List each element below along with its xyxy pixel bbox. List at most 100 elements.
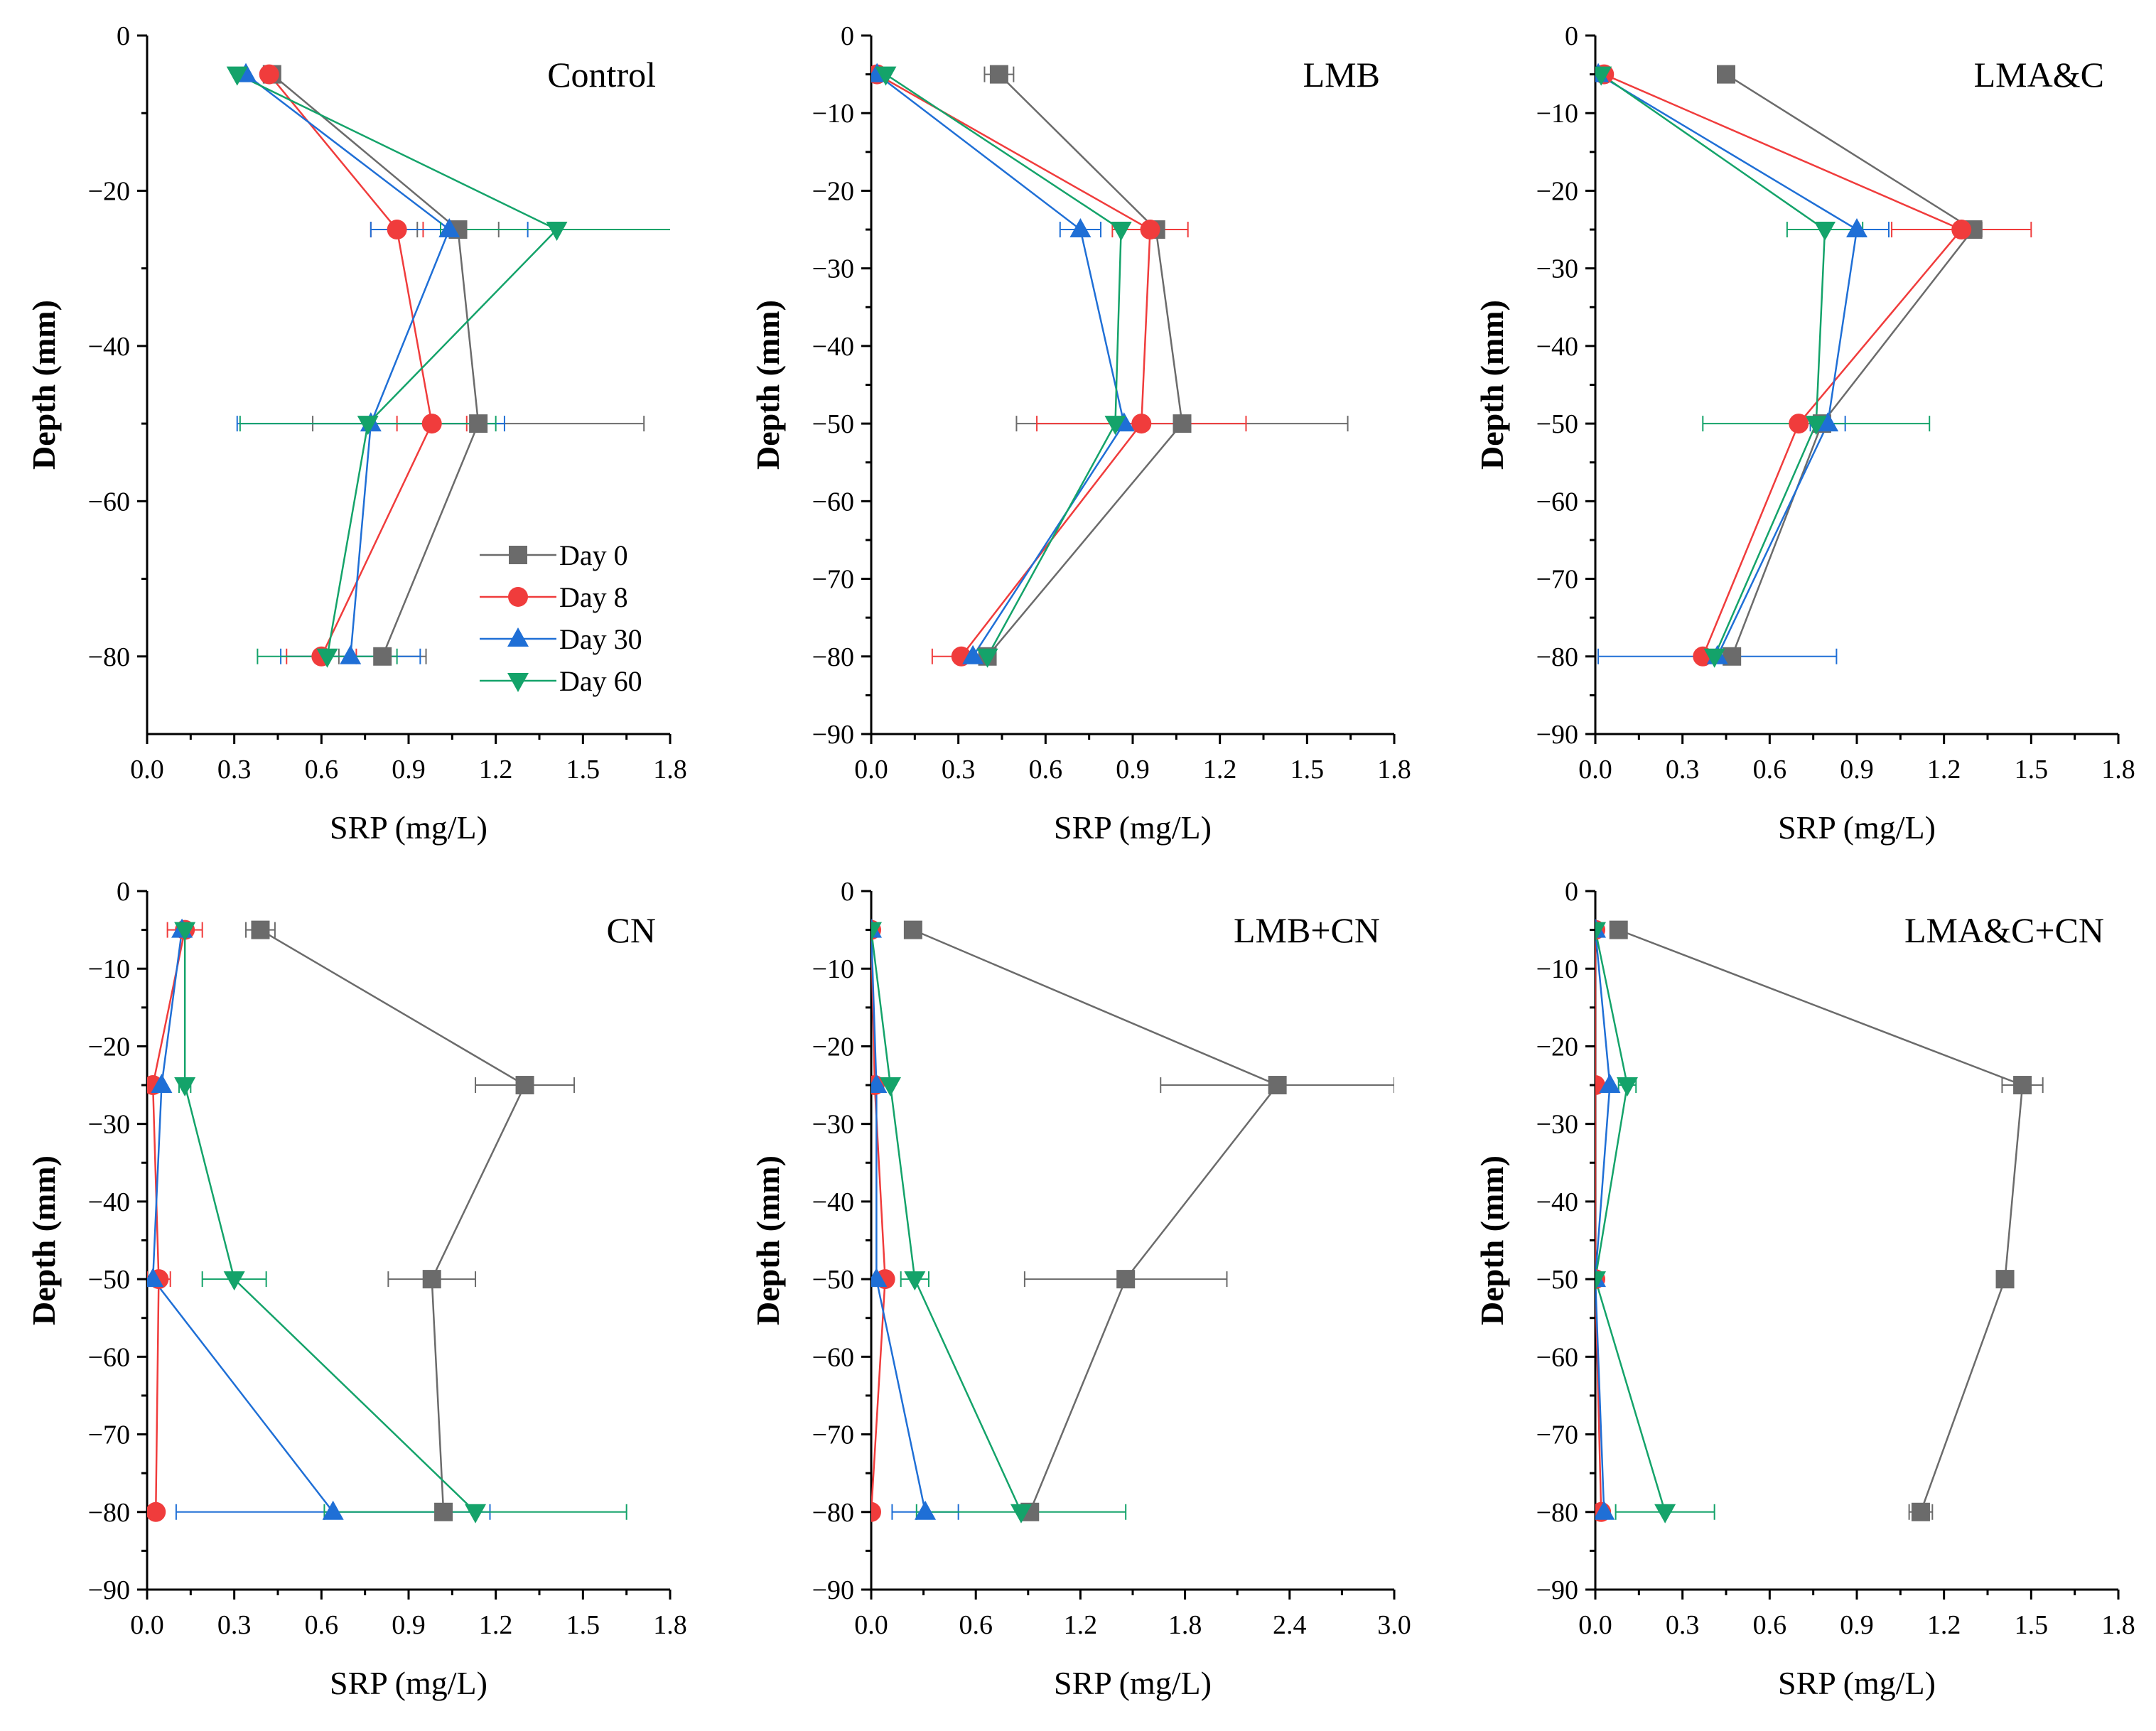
y-tick-label: −40 [812,332,854,362]
y-axis-label: Depth (mm) [750,1155,786,1325]
y-tick-label: 0 [841,877,854,907]
x-tick-label: 1.8 [1377,755,1411,784]
data-point-day-60 [875,66,897,86]
data-point-day-30 [151,1074,173,1094]
x-tick-label: 0.3 [1666,1610,1700,1640]
y-tick-label: −90 [1536,720,1578,750]
series-line-day-60 [1600,73,1826,657]
x-tick-label: 0.6 [305,755,339,784]
y-tick-label: −60 [812,487,854,517]
x-tick-label: 1.5 [2015,755,2049,784]
panel-title: LMA&C+CN [1904,910,2104,950]
series-line-day-8 [151,929,186,1512]
series-line-day-0 [259,929,527,1512]
data-point-day-30 [1599,1074,1621,1094]
data-point-day-60 [1654,1504,1676,1524]
data-point-day-30 [1595,1500,1615,1520]
y-tick-label: −50 [812,409,854,439]
y-tick-label: −40 [1536,1187,1578,1217]
y-tick-label: −20 [88,1032,130,1062]
series-line-day-8 [876,73,1151,657]
series-line-day-0 [271,73,480,657]
y-tick-label: −60 [1536,1342,1578,1372]
legend-label: Day 60 [559,665,642,697]
data-point-day-60 [226,66,248,86]
y-tick-label: −70 [1536,1420,1578,1450]
legend-label: Day 0 [559,539,628,571]
y-tick-label: −20 [1536,1032,1578,1062]
y-tick-label: −50 [88,1265,130,1295]
y-axis-label: Depth (mm) [26,300,62,470]
legend-marker [507,627,529,647]
legend-marker [509,546,527,564]
data-point-day-0 [1173,414,1192,433]
y-tick-label: −20 [1536,176,1578,206]
panel-title: CN [607,910,656,950]
data-point-day-30 [1069,218,1092,238]
series-line-day-8 [268,73,433,657]
series-line-day-8 [1595,929,1602,1512]
data-point-day-8 [1951,220,1972,240]
x-tick-label: 1.8 [2101,1610,2135,1640]
data-point-day-8 [1789,414,1809,434]
data-point-day-0 [2013,1076,2032,1095]
data-point-day-30 [340,645,362,664]
y-tick-label: 0 [1565,21,1578,51]
y-tick-label: 0 [1565,877,1578,907]
data-point-day-30 [871,1074,888,1094]
y-tick-label: −80 [88,1498,130,1528]
y-tick-label: −50 [812,1265,854,1295]
data-point-day-30 [322,1500,344,1520]
data-point-day-60 [465,1504,487,1524]
y-tick-label: −80 [812,1498,854,1528]
x-axis-label: SRP (mg/L) [330,809,487,846]
x-tick-label: 0.9 [1116,755,1150,784]
panel-title: Control [547,55,656,95]
x-axis-label: SRP (mg/L) [1778,1665,1936,1701]
x-tick-label: 0.9 [392,755,426,784]
y-tick-label: −70 [1536,565,1578,595]
x-tick-label: 0.0 [854,1610,888,1640]
data-point-day-60 [1805,416,1827,436]
panel-6: 0.0 0.3 0.6 0.9 1.2 1.5 1.8 0 −10 −20 −30 −40 −50 −60… [1474,877,2135,1701]
series-line-day-8 [1603,73,1963,657]
panel-data [1595,63,2032,668]
data-point-day-0 [1116,1270,1136,1289]
y-tick-label: −90 [88,1575,130,1605]
y-tick-label: −10 [88,954,130,984]
y-tick-label: −60 [1536,487,1578,517]
x-tick-label: 0.0 [854,755,888,784]
data-point-day-30 [147,1268,164,1288]
data-point-day-0 [1717,65,1735,84]
data-point-day-60 [1595,66,1612,86]
data-point-day-8 [147,1501,166,1522]
y-tick-label: −80 [1536,642,1578,672]
y-tick-label: −10 [812,99,854,129]
y-tick-label: −20 [812,1032,854,1062]
x-tick-label: 1.2 [479,1610,513,1640]
x-tick-label: 0.3 [942,755,976,784]
panel-5: 0.0 0.6 1.2 1.8 2.4 3.0 0 −10 −20 −30 −40 −50 −60 −70… [750,877,1411,1701]
legend-marker [507,673,529,692]
y-tick-label: −40 [88,332,130,362]
y-axis-label: Depth (mm) [1474,300,1510,470]
y-tick-label: −30 [88,1110,130,1140]
x-tick-label: 3.0 [1377,1610,1411,1640]
data-point-day-8 [871,1501,881,1522]
y-tick-label: −80 [1536,1498,1578,1528]
series-line-day-30 [245,73,451,657]
series-line-day-60 [871,929,1023,1513]
series-line-day-0 [1725,73,1975,657]
data-point-day-60 [1104,416,1126,436]
data-point-day-60 [879,1077,901,1097]
y-tick-label: −70 [812,1420,854,1450]
panel-title: LMB+CN [1234,910,1380,950]
y-tick-label: −60 [812,1342,854,1372]
data-point-day-60 [871,922,882,942]
y-axis-label: Depth (mm) [1474,1155,1510,1325]
y-tick-label: 0 [841,21,854,51]
y-tick-label: −40 [812,1187,854,1217]
data-point-day-30 [871,1268,888,1288]
data-point-day-60 [316,648,338,668]
